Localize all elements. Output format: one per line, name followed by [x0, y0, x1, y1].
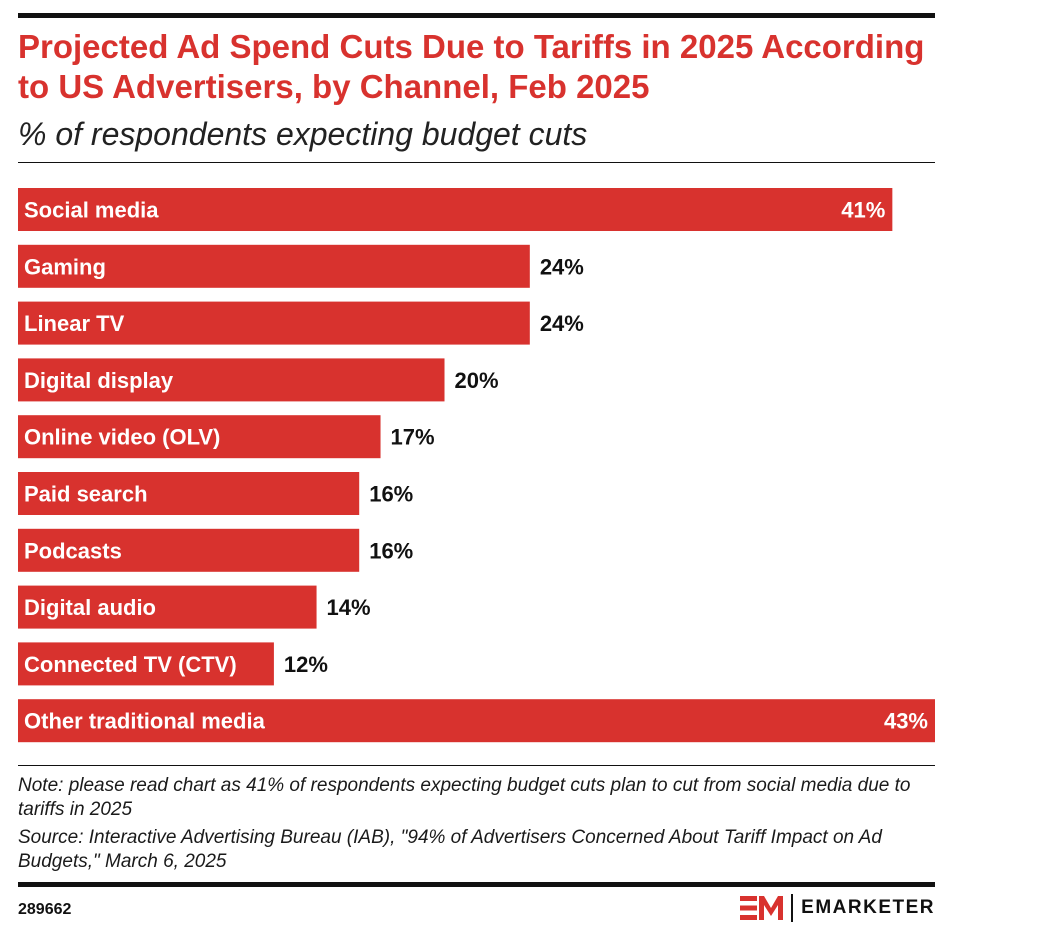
note-rule — [18, 765, 935, 766]
chart-id: 289662 — [18, 901, 72, 918]
chart-title: Projected Ad Spend Cuts Due to Tariffs i… — [18, 28, 925, 105]
bottom-rule — [18, 882, 935, 887]
category-label-online-video-olv: Online video (OLV) — [24, 425, 220, 450]
value-label-social-media: 41% — [841, 198, 885, 223]
em-logo-icon — [740, 896, 784, 920]
brand-name: EMARKETER — [801, 897, 935, 918]
value-label-digital-display: 20% — [455, 368, 499, 393]
bar-social-media — [18, 188, 893, 231]
brand-logo: EMARKETER — [740, 893, 935, 923]
bar-digital-display — [18, 358, 445, 402]
bar-connected-tv-ctv — [18, 642, 274, 686]
value-label-podcasts: 16% — [369, 538, 413, 563]
subtitle-rule — [18, 162, 935, 163]
category-label-other-traditional-media: Other traditional media — [24, 709, 266, 734]
bar-podcasts — [18, 528, 360, 572]
chart-source: Source: Interactive Advertising Bureau (… — [18, 827, 882, 872]
brand-divider — [791, 894, 794, 922]
top-rule — [18, 13, 935, 18]
category-label-digital-audio: Digital audio — [24, 595, 156, 620]
category-label-connected-tv-ctv: Connected TV (CTV) — [24, 652, 237, 677]
value-label-other-traditional-media: 43% — [884, 709, 928, 734]
bar-other-traditional-media — [18, 699, 935, 743]
chart-subtitle: % of respondents expecting budget cuts — [18, 116, 588, 152]
bar-paid-search — [18, 472, 360, 515]
bar-gaming — [18, 244, 530, 288]
category-label-paid-search: Paid search — [24, 482, 148, 507]
bar-linear-tv — [18, 301, 530, 345]
category-label-social-media: Social media — [24, 198, 159, 223]
category-label-podcasts: Podcasts — [24, 538, 122, 563]
bar-online-video-olv — [18, 415, 381, 459]
value-label-connected-tv-ctv: 12% — [284, 652, 328, 677]
category-label-gaming: Gaming — [24, 254, 106, 279]
value-label-paid-search: 16% — [369, 482, 413, 507]
value-label-gaming: 24% — [540, 254, 584, 279]
value-label-linear-tv: 24% — [540, 311, 584, 336]
value-label-online-video-olv: 17% — [391, 425, 435, 450]
category-label-linear-tv: Linear TV — [24, 311, 125, 336]
chart-note: Note: please read chart as 41% of respon… — [18, 775, 911, 820]
value-label-digital-audio: 14% — [327, 595, 371, 620]
category-label-digital-display: Digital display — [24, 368, 174, 393]
bar-digital-audio — [18, 585, 317, 629]
